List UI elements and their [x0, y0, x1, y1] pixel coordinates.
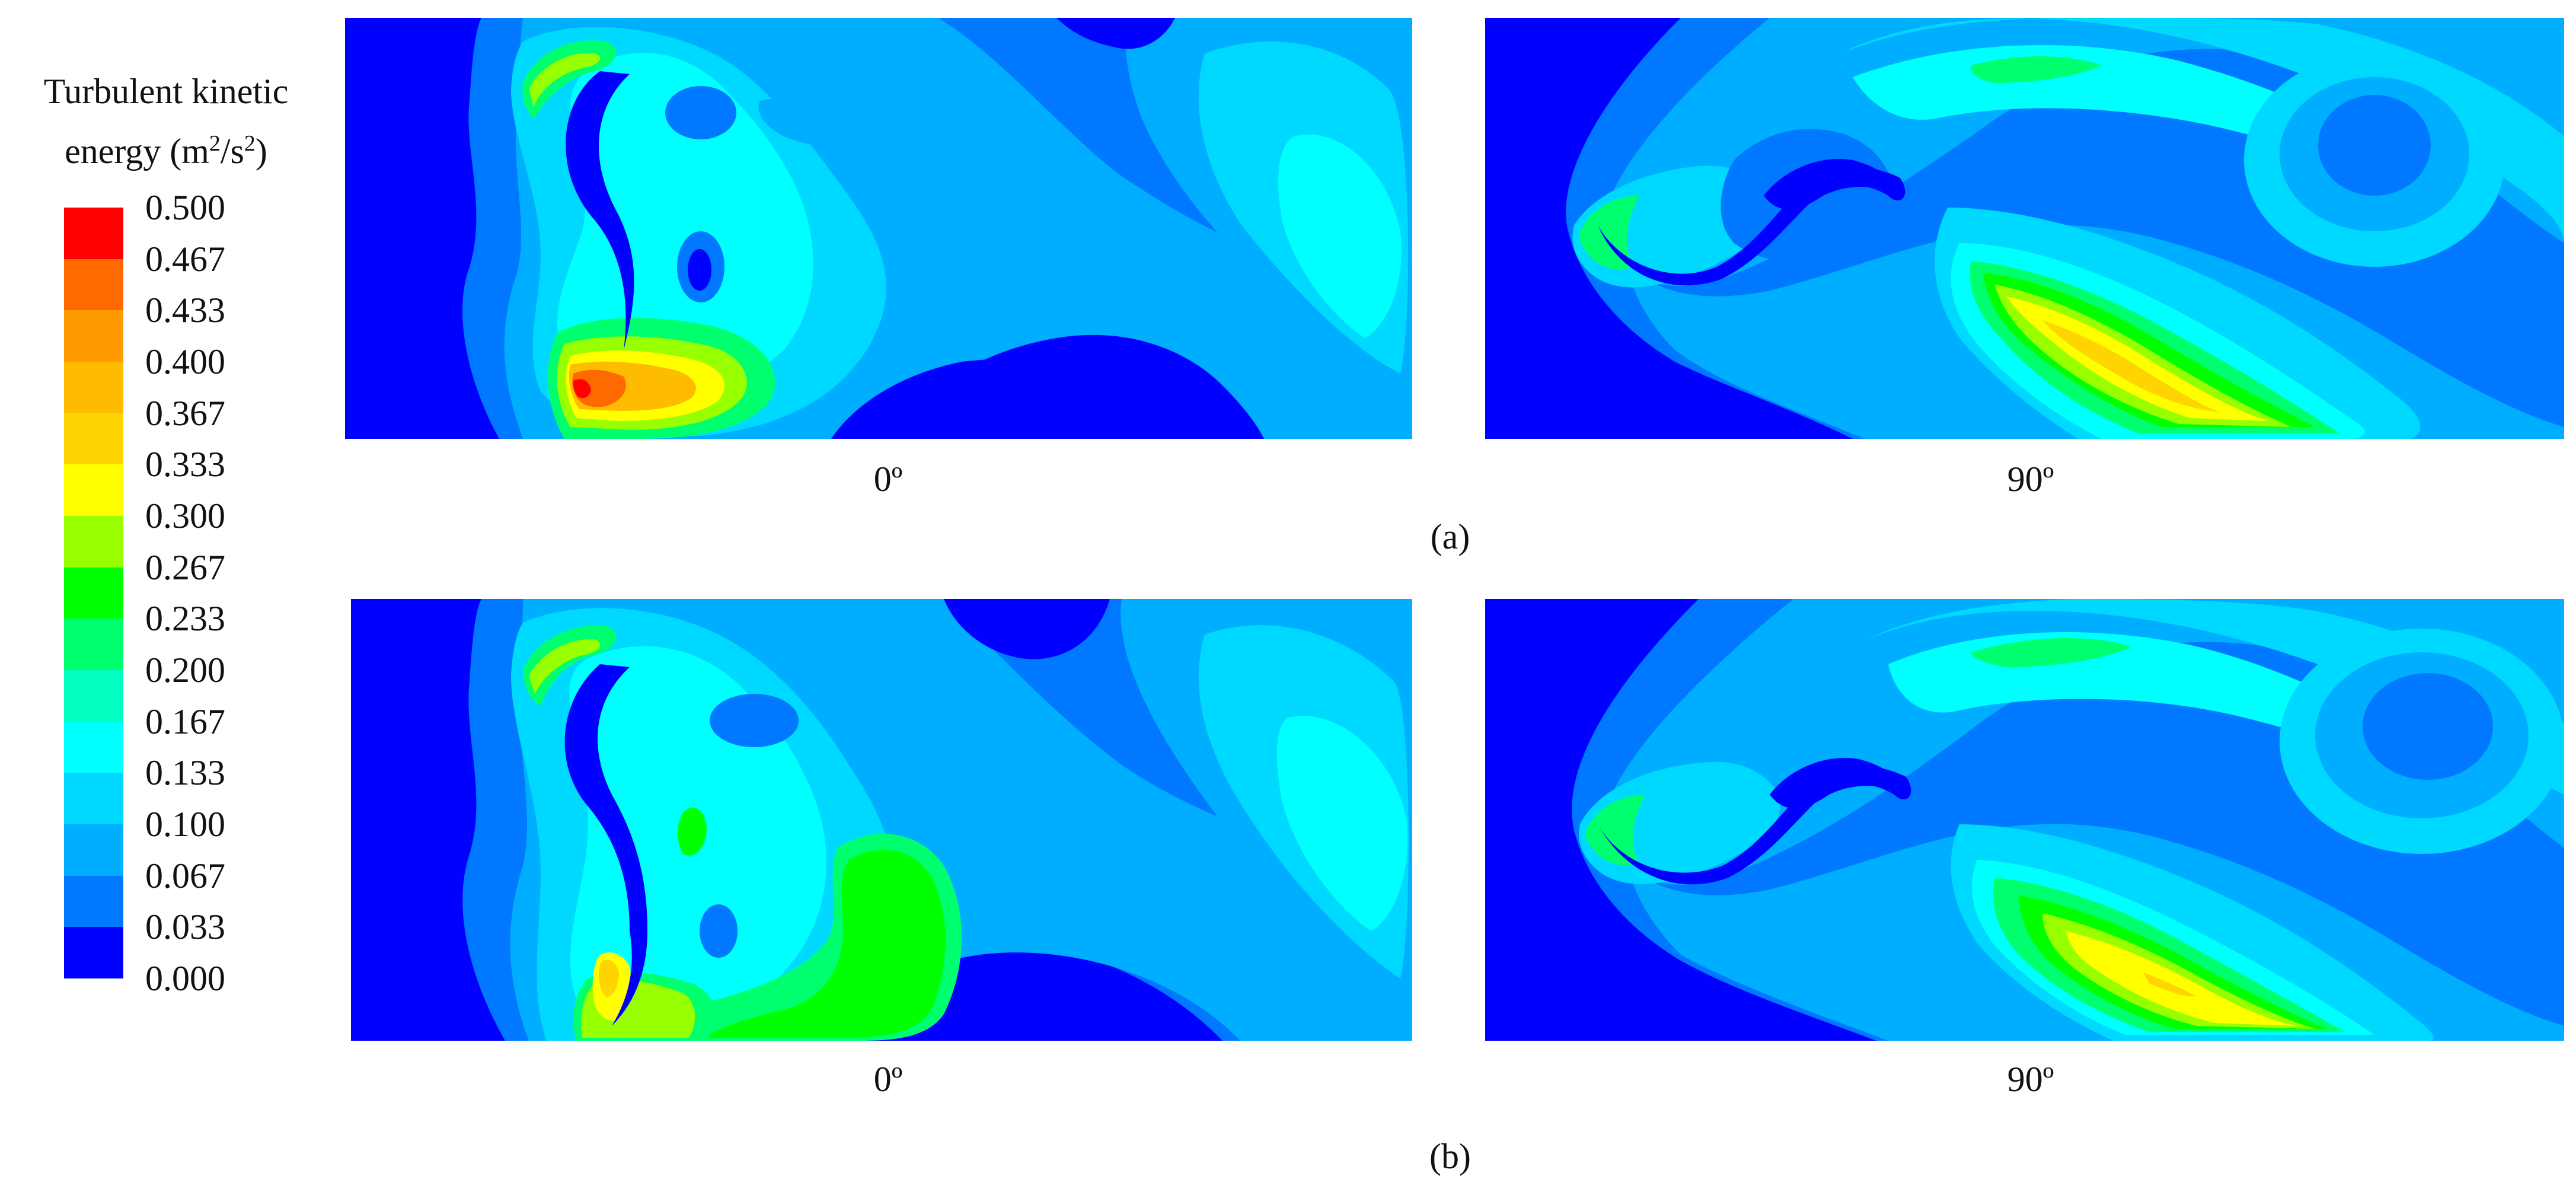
colorbar-swatch: [64, 464, 123, 516]
colorbar-tick-label: 0.233: [145, 599, 225, 639]
colorbar-tick-label: 0.433: [145, 291, 225, 330]
row-label-a: (a): [1430, 517, 1470, 556]
contour-panel-b-0deg: [351, 599, 1412, 1041]
panel-a-90deg-label: 90º: [2007, 460, 2054, 499]
colorbar-swatch: [64, 721, 123, 773]
colorbar: [64, 208, 123, 978]
row-label-b: (b): [1429, 1137, 1471, 1176]
colorbar-swatch: [64, 927, 123, 978]
colorbar-swatch: [64, 875, 123, 927]
colorbar-tick-label: 0.133: [145, 753, 225, 793]
colorbar-swatch: [64, 310, 123, 362]
colorbar-tick-label: 0.067: [145, 856, 225, 895]
panel-b-0deg-label: 0º: [873, 1060, 903, 1099]
colorbar-tick-label: 0.367: [145, 393, 225, 433]
colorbar-tick-label: 0.167: [145, 702, 225, 741]
colorbar-swatch: [64, 413, 123, 465]
contour-panel-a-90deg: [1485, 18, 2564, 439]
colorbar-tick-label: 0.333: [145, 445, 225, 484]
colorbar-tick-label: 0.000: [145, 959, 225, 998]
contour-panel-a-0deg: [345, 18, 1412, 439]
colorbar-tick-label: 0.200: [145, 651, 225, 690]
colorbar-swatch: [64, 259, 123, 311]
colorbar-tick-label: 0.267: [145, 547, 225, 587]
contour-panel-b-90deg: [1485, 599, 2564, 1041]
colorbar-tick-label: 0.400: [145, 342, 225, 381]
colorbar-swatch: [64, 567, 123, 619]
legend-title: Turbulent kinetic energy (m2/s2): [0, 65, 332, 177]
colorbar-swatch: [64, 773, 123, 824]
colorbar-tick-label: 0.300: [145, 496, 225, 535]
colorbar-swatch: [64, 361, 123, 413]
colorbar-swatch: [64, 515, 123, 568]
legend-title-line2: energy (m2/s2): [65, 131, 267, 171]
colorbar-swatch: [64, 208, 123, 259]
colorbar-tick-label: 0.500: [145, 188, 225, 227]
legend-title-line1: Turbulent kinetic: [43, 72, 289, 111]
colorbar-swatch: [64, 824, 123, 876]
colorbar-tick-label: 0.033: [145, 907, 225, 947]
colorbar-tick-label: 0.100: [145, 805, 225, 844]
colorbar-swatch: [64, 619, 123, 670]
panel-b-90deg-label: 90º: [2007, 1060, 2054, 1099]
colorbar-swatch: [64, 670, 123, 722]
colorbar-tick-label: 0.467: [145, 239, 225, 279]
panel-a-0deg-label: 0º: [873, 460, 903, 499]
